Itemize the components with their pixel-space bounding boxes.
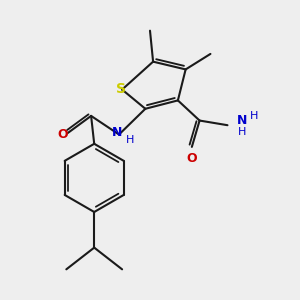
Text: O: O <box>186 152 196 166</box>
Text: H: H <box>126 135 134 145</box>
Text: H: H <box>250 111 258 121</box>
Text: S: S <box>116 82 126 96</box>
Text: H: H <box>238 127 247 137</box>
Text: N: N <box>112 127 123 140</box>
Text: O: O <box>57 128 68 141</box>
Text: N: N <box>237 114 248 127</box>
